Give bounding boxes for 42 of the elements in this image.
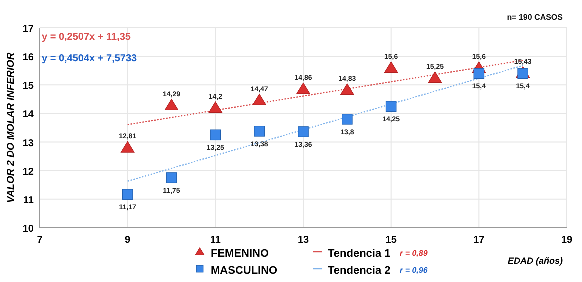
- legend-label: Tendencia 1: [328, 248, 391, 260]
- annotation: y = 0,4504x + 7,5733: [42, 54, 138, 65]
- point: [474, 68, 485, 80]
- y-tick-label: 17: [22, 24, 34, 35]
- y-tick-label: 14: [22, 110, 34, 121]
- x-tick-label: 13: [298, 235, 310, 246]
- x-tick-label: 9: [125, 235, 132, 246]
- y-axis-title: VALOR 2 DO MOLAR INFERIOR: [6, 52, 17, 204]
- text: r = 0,89: [400, 249, 428, 258]
- point: [298, 126, 309, 138]
- x-tick-label: 7: [37, 235, 44, 246]
- legend-label: FEMENINO: [211, 248, 270, 260]
- point: [122, 189, 134, 200]
- y-tick-label: 12: [22, 166, 34, 178]
- annotation: y = 0,2507x + 11,35: [42, 32, 132, 43]
- point: [208, 102, 223, 114]
- point: [164, 99, 179, 111]
- x-axis-title: EDAD (años): [508, 256, 563, 266]
- point: [340, 84, 354, 96]
- point: [296, 82, 310, 94]
- text: r = 0,96: [400, 266, 428, 275]
- y-tick-label: 11: [23, 195, 34, 206]
- point: [254, 126, 265, 137]
- y-tick-label: 15: [22, 81, 34, 92]
- text: n= 190 CASOS: [507, 13, 564, 22]
- x-tick-label: 17: [474, 235, 486, 246]
- legend-label: Tendencia 2: [328, 265, 391, 277]
- y-tick-label: 10: [22, 224, 34, 235]
- point: [252, 94, 266, 106]
- y-tick-label: 13: [22, 138, 34, 150]
- point: [166, 172, 178, 184]
- y-tick-label: 16: [22, 52, 34, 64]
- point: [210, 130, 222, 141]
- x-tick-label: 15: [386, 235, 398, 246]
- point: [386, 101, 397, 112]
- point: [384, 62, 398, 74]
- x-tick-label: 19: [561, 235, 573, 246]
- legend-label: MASCULINO: [211, 265, 278, 277]
- point: [342, 114, 353, 125]
- x-tick-label: 11: [210, 235, 222, 246]
- point: [428, 72, 442, 84]
- point: [120, 141, 135, 153]
